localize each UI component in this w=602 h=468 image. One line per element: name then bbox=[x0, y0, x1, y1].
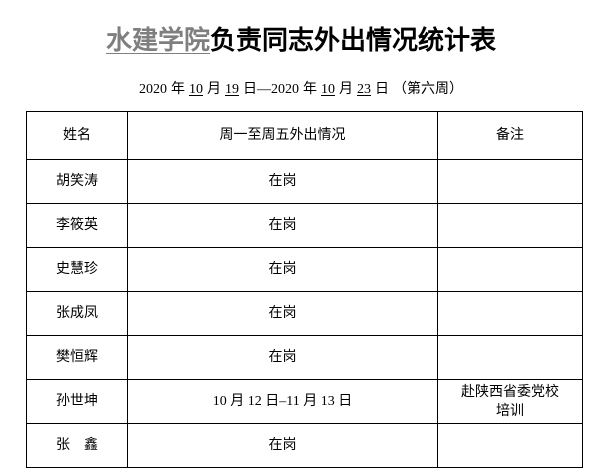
subtitle-month-start: 10 bbox=[189, 82, 203, 97]
cell-name: 孙世坤 bbox=[26, 379, 128, 424]
attendance-table: 姓名 周一至周五外出情况 备注 胡笑涛 在岗 李筱英 在岗 史慧珍 在岗 张成凤 在岗 樊恒辉在… bbox=[26, 111, 583, 468]
cell-status: 在岗 bbox=[127, 291, 438, 336]
subtitle-month-end: 10 bbox=[321, 82, 335, 97]
subtitle-week-note: （第六周） bbox=[393, 82, 463, 97]
cell-status: 在岗 bbox=[127, 423, 438, 468]
cell-status: 在岗 bbox=[127, 203, 438, 248]
document-page: 水建学院负责同志外出情况统计表 2020 年 10 月 19 日—2020 年 10 月 23 日（… bbox=[0, 24, 602, 468]
table-row: 李筱英 在岗 bbox=[26, 203, 583, 248]
title-subject: 负责同志外出情况统计表 bbox=[210, 26, 497, 55]
cell-remark bbox=[437, 291, 583, 336]
cell-remark bbox=[437, 247, 583, 292]
cell-status: 在岗 bbox=[127, 159, 438, 204]
cell-remark bbox=[437, 203, 583, 248]
cell-remark bbox=[437, 159, 583, 204]
subtitle-month-char-2: 月 bbox=[339, 82, 353, 97]
table-row: 樊恒辉 在岗 bbox=[26, 335, 583, 380]
subtitle-day-end: 23 bbox=[357, 82, 371, 97]
subtitle-day-char-1: 日 bbox=[243, 82, 257, 97]
column-header-status: 周一至周五外出情况 bbox=[127, 111, 438, 160]
cell-remark bbox=[437, 335, 583, 380]
cell-remark: 赴陕西省委党校 培训 bbox=[437, 379, 583, 424]
subtitle-year-end: 2020 bbox=[271, 82, 299, 97]
column-header-remark: 备注 bbox=[437, 111, 583, 160]
attendance-table-wrapper: 姓名 周一至周五外出情况 备注 胡笑涛 在岗 李筱英 在岗 史慧珍 在岗 张成凤 在岗 樊恒辉在… bbox=[26, 111, 583, 468]
cell-status: 10 月 12 日–11 月 13 日 bbox=[127, 379, 438, 424]
subtitle-day-char-2: 日 bbox=[375, 82, 389, 97]
subtitle-year-char-2: 年 bbox=[303, 82, 317, 97]
table-row: 孙世坤 10 月 12 日–11 月 13 日赴陕西省委党校 培训 bbox=[26, 379, 583, 424]
cell-name: 胡笑涛 bbox=[26, 159, 128, 204]
cell-remark bbox=[437, 423, 583, 468]
page-title: 水建学院负责同志外出情况统计表 bbox=[0, 24, 602, 58]
cell-name: 李筱英 bbox=[26, 203, 128, 248]
cell-name: 张 鑫 bbox=[26, 423, 128, 468]
table-header-row: 姓名 周一至周五外出情况 备注 bbox=[26, 111, 583, 160]
column-header-name: 姓名 bbox=[26, 111, 128, 160]
cell-name: 樊恒辉 bbox=[26, 335, 128, 380]
cell-status: 在岗 bbox=[127, 247, 438, 292]
table-row: 胡笑涛 在岗 bbox=[26, 159, 583, 204]
table-row: 史慧珍 在岗 bbox=[26, 247, 583, 292]
date-range-subtitle: 2020 年 10 月 19 日—2020 年 10 月 23 日（第六周） bbox=[0, 80, 602, 100]
subtitle-year-char-1: 年 bbox=[171, 82, 185, 97]
subtitle-dash: — bbox=[257, 82, 271, 97]
cell-status: 在岗 bbox=[127, 335, 438, 380]
subtitle-month-char-1: 月 bbox=[207, 82, 221, 97]
table-row: 张 鑫在岗 bbox=[26, 423, 583, 468]
cell-name: 史慧珍 bbox=[26, 247, 128, 292]
subtitle-year-start: 2020 bbox=[139, 82, 167, 97]
table-row: 张成凤 在岗 bbox=[26, 291, 583, 336]
subtitle-day-start: 19 bbox=[225, 82, 239, 97]
cell-name: 张成凤 bbox=[26, 291, 128, 336]
title-organization: 水建学院 bbox=[105, 26, 210, 55]
